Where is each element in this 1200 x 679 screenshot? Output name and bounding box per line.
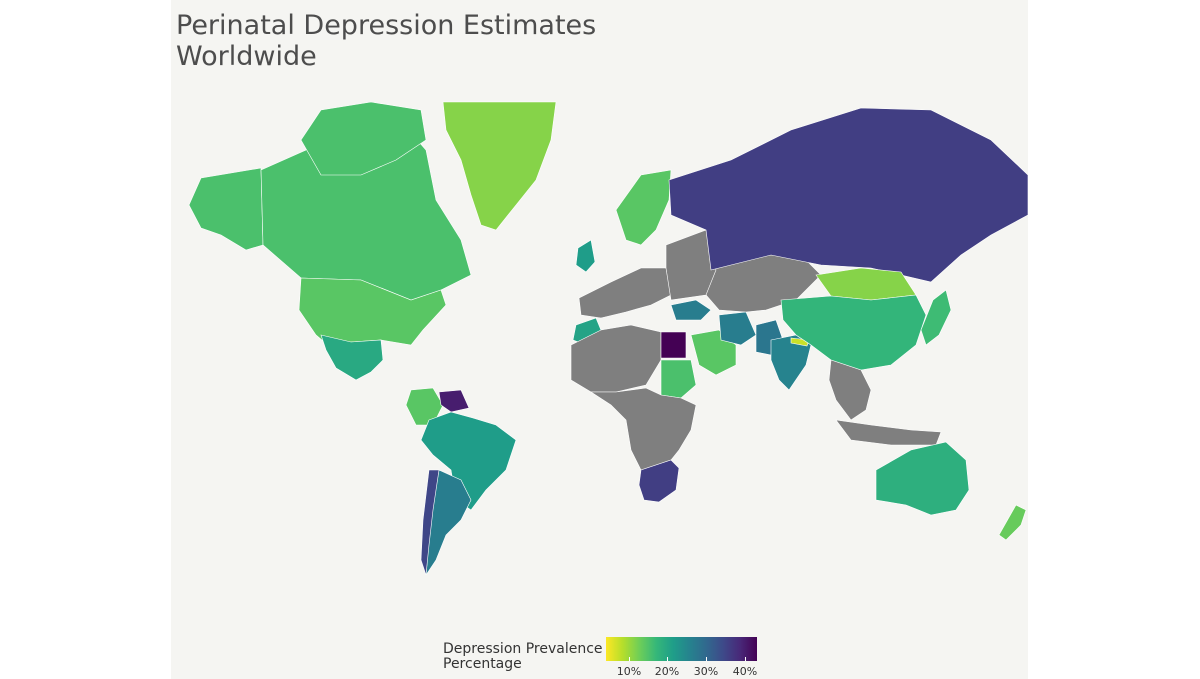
country-scandinavia[interactable]: [615, 169, 672, 246]
legend-tick-label: 20%: [654, 665, 680, 678]
country-central-africa[interactable]: [589, 387, 697, 471]
country-mexico[interactable]: [320, 334, 384, 381]
legend-title: Depression Prevalence Percentage: [443, 641, 603, 672]
legend-tick-mark: [667, 657, 668, 661]
country-iran[interactable]: [718, 311, 757, 346]
country-saudi-arabia[interactable]: [690, 329, 737, 376]
country-turkey[interactable]: [670, 299, 712, 321]
country-brazil[interactable]: [420, 411, 517, 511]
legend-colorbar: [606, 637, 757, 661]
legend-tick-label: 10%: [616, 665, 642, 678]
country-mongolia[interactable]: [815, 267, 917, 301]
country-russia[interactable]: [668, 107, 1028, 283]
world-map: [188, 101, 1028, 576]
country-china[interactable]: [780, 294, 927, 371]
country-europe-west[interactable]: [578, 267, 672, 319]
country-united-kingdom[interactable]: [575, 239, 596, 273]
country-egypt[interactable]: [660, 331, 687, 359]
country-greenland[interactable]: [442, 101, 557, 231]
legend-tick-label: 40%: [732, 665, 758, 678]
country-indonesia[interactable]: [835, 419, 942, 446]
country-sudan[interactable]: [660, 359, 697, 399]
country-north-africa[interactable]: [570, 324, 662, 393]
legend-tick-mark: [706, 657, 707, 661]
country-chile[interactable]: [420, 469, 440, 576]
country-united-states[interactable]: [298, 277, 447, 353]
country-canada-islands[interactable]: [300, 101, 427, 176]
map-title: Perinatal Depression Estimates Worldwide: [176, 10, 597, 72]
country-alaska[interactable]: [188, 167, 264, 251]
legend-tick-mark: [745, 657, 746, 661]
country-south-africa[interactable]: [638, 459, 680, 503]
country-new-zealand[interactable]: [998, 504, 1027, 541]
country-australia[interactable]: [875, 441, 970, 516]
legend-tick-label: 30%: [693, 665, 719, 678]
country-japan[interactable]: [920, 289, 952, 346]
country-venezuela[interactable]: [438, 389, 470, 413]
legend-tick-mark: [629, 657, 630, 661]
country-southeast-asia[interactable]: [828, 359, 872, 421]
